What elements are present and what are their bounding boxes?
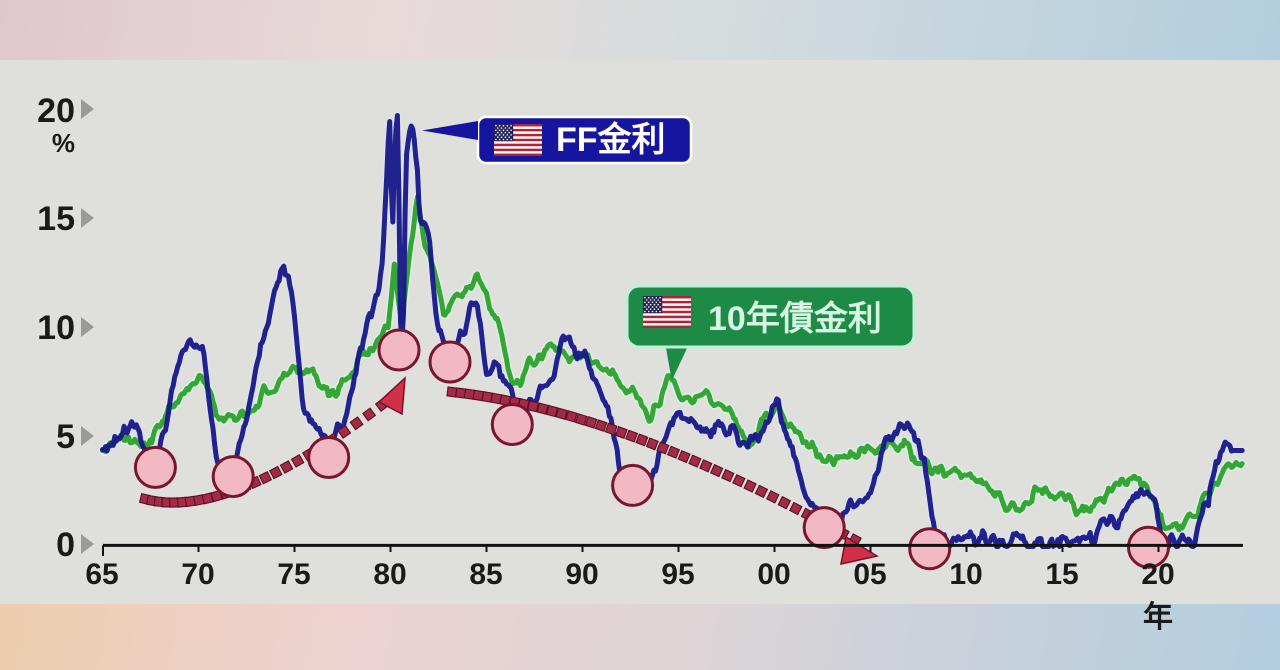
svg-text:10年債金利: 10年債金利: [708, 299, 882, 338]
svg-text:FF金利: FF金利: [556, 120, 666, 159]
